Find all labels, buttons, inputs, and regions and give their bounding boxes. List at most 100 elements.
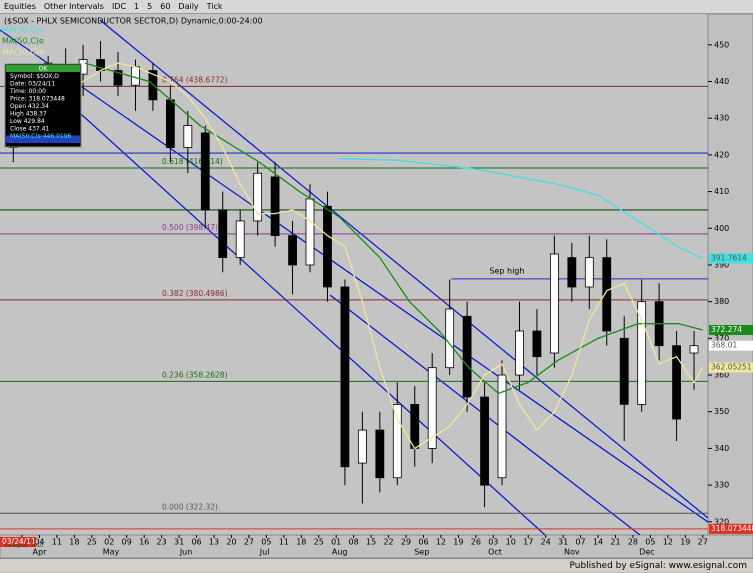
ma-line bbox=[339, 157, 704, 260]
candle-body bbox=[165, 99, 175, 148]
x-tick-label: 11 bbox=[279, 538, 289, 547]
candle-body bbox=[602, 257, 612, 332]
month-label: Nov bbox=[564, 548, 580, 557]
x-tick-label: 13 bbox=[209, 538, 219, 547]
candle-body bbox=[637, 301, 647, 405]
candle-body bbox=[672, 345, 681, 420]
y-tick-label: 380 bbox=[714, 297, 729, 306]
price-axis bbox=[707, 14, 753, 536]
candle-body bbox=[427, 367, 437, 449]
x-tick-label: 16 bbox=[139, 538, 149, 547]
info-bg bbox=[4, 63, 82, 148]
y-tick-label: 400 bbox=[714, 224, 729, 233]
x-tick-label: 04 bbox=[34, 538, 44, 547]
x-tick-label: 19 bbox=[680, 538, 690, 547]
info-line: MA(50,C)s 446.0196 bbox=[10, 133, 72, 140]
legend-entry: MA(50,C)e bbox=[2, 37, 44, 46]
x-tick-label: 26 bbox=[471, 538, 481, 547]
toolbar: Equities Other Intervals IDC 1 5 60 Daily Tick bbox=[0, 0, 753, 14]
toolbar-item[interactable]: Equities bbox=[4, 2, 36, 11]
price-marker bbox=[709, 340, 753, 351]
price-marker-label: 372.274 bbox=[711, 325, 742, 334]
x-tick-label: 31 bbox=[174, 538, 184, 547]
date-marker-box bbox=[0, 537, 36, 547]
x-tick-label: 02 bbox=[104, 538, 114, 547]
candle-body bbox=[183, 125, 193, 148]
x-tick-label: 20 bbox=[226, 538, 236, 547]
x-tick-label: 27 bbox=[244, 538, 254, 547]
month-label: Apr bbox=[33, 548, 48, 557]
candle-body bbox=[480, 396, 489, 486]
price-marker bbox=[709, 523, 753, 534]
toolbar-item[interactable]: Other Intervals bbox=[43, 2, 104, 11]
price-marker-label: 362.05251 bbox=[711, 363, 752, 372]
plot-content: 0.764 (438.6772) 0.618 (416.414) 0.500 (39… bbox=[0, 41, 708, 530]
annotation: Sep high bbox=[489, 266, 524, 275]
info-line: Low 429.84 bbox=[10, 118, 45, 125]
price-marker-label: 368.01 bbox=[711, 341, 737, 350]
price-marker bbox=[709, 362, 753, 373]
x-tick-label: 05 bbox=[645, 538, 655, 547]
x-tick-label: 25 bbox=[87, 538, 97, 547]
y-tick-label: 340 bbox=[714, 444, 729, 453]
ma-line bbox=[30, 62, 704, 450]
chart: 0.764 (438.6772) 0.618 (416.414) 0.500 (39… bbox=[0, 14, 753, 558]
toolbar-item[interactable]: 5 bbox=[147, 2, 153, 11]
fib-label: 0.764 (438.6772) bbox=[162, 75, 228, 84]
price-marker bbox=[709, 324, 753, 335]
month-label: Dec bbox=[639, 548, 654, 557]
toolbar-item[interactable]: Daily bbox=[178, 2, 199, 11]
legend-entry: MA(10,C)e bbox=[2, 48, 44, 57]
y-tick-label: 420 bbox=[714, 150, 729, 159]
candle-body bbox=[340, 286, 350, 468]
candle-body bbox=[288, 235, 297, 266]
copyright: ©eSignal, 2010 bbox=[4, 543, 44, 549]
month-label: May bbox=[103, 548, 120, 557]
toolbar-item[interactable]: IDC bbox=[111, 2, 127, 11]
toolbar-item[interactable]: 1 bbox=[134, 2, 140, 11]
x-tick-label: 22 bbox=[383, 538, 393, 547]
price-marker-label: 391.7614 bbox=[711, 253, 747, 262]
y-tick-label: 430 bbox=[714, 114, 729, 123]
x-tick-label: 18 bbox=[69, 538, 79, 547]
candle-body bbox=[549, 253, 559, 354]
x-tick-label: 29 bbox=[401, 538, 411, 547]
info-line: Time: 00:00 bbox=[9, 88, 46, 95]
candle-body bbox=[619, 337, 629, 405]
month-label: Jul bbox=[259, 548, 270, 557]
x-tick-label: 12 bbox=[663, 538, 673, 547]
info-line: High 438.37 bbox=[10, 111, 47, 118]
x-tick-label: 27 bbox=[698, 538, 708, 547]
x-tick-label: 21 bbox=[610, 538, 620, 547]
candle-body bbox=[270, 176, 280, 237]
candle-body bbox=[357, 429, 367, 464]
x-tick-label: 31 bbox=[558, 538, 568, 547]
info-line: OK bbox=[39, 66, 49, 73]
x-tick-label: 15 bbox=[366, 538, 376, 547]
info-footer bbox=[6, 135, 80, 143]
month-label: Aug bbox=[332, 548, 348, 557]
candle-body bbox=[392, 403, 402, 479]
legend-entry: MA(50,C)s bbox=[2, 26, 43, 35]
candle-body bbox=[131, 66, 140, 86]
toolbar-item[interactable]: Tick bbox=[206, 2, 223, 11]
y-tick-label: 370 bbox=[714, 334, 729, 343]
x-tick-label: 14 bbox=[593, 538, 603, 547]
fib-label: 0.382 (380.4986) bbox=[162, 289, 228, 298]
trendline bbox=[99, 19, 708, 519]
info-line: Price: 318.073448 bbox=[10, 96, 65, 103]
x-tick-label: 10 bbox=[506, 538, 516, 547]
price-marker bbox=[709, 253, 753, 264]
x-tick-label: 03 bbox=[488, 538, 498, 547]
fib-label: 0.000 (322.32) bbox=[162, 502, 218, 511]
candle-body bbox=[200, 132, 210, 211]
candle-body bbox=[410, 403, 420, 449]
x-tick-label: 06 bbox=[191, 538, 201, 547]
x-tick-label: 06 bbox=[418, 538, 428, 547]
fib-label: 0.500 (398.47) bbox=[162, 223, 218, 232]
fib-label: 0.618 (416.414) bbox=[162, 157, 223, 166]
candle-body bbox=[218, 209, 228, 259]
toolbar-item[interactable]: 60 bbox=[160, 2, 171, 11]
